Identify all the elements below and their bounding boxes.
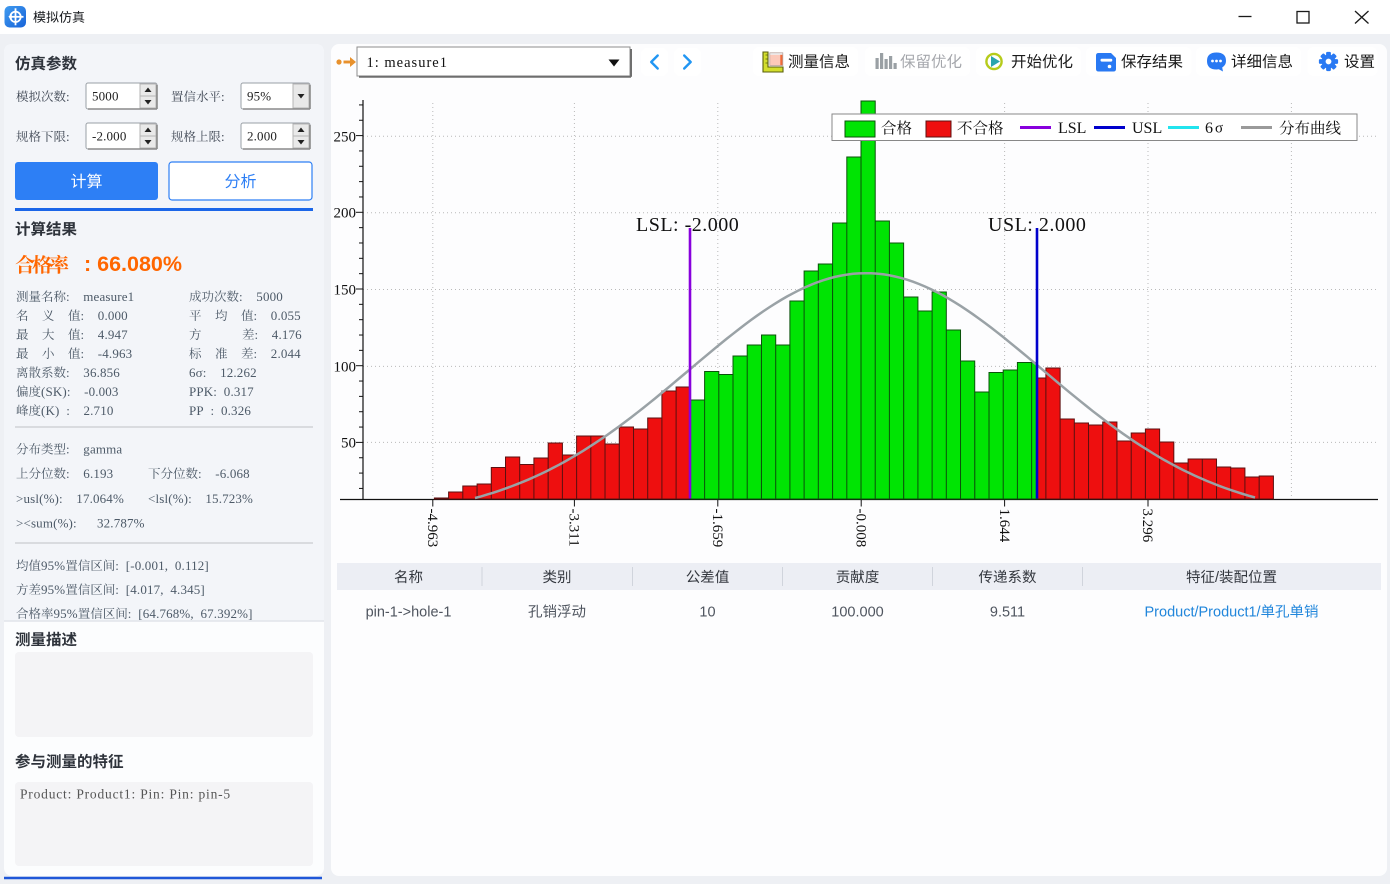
svg-text:95%: 95% [247, 88, 271, 103]
svg-text:200: 200 [334, 206, 357, 222]
svg-text::: : [66, 442, 70, 457]
svg-text::: : [198, 466, 202, 481]
svg-text:-0.008: -0.008 [852, 509, 868, 548]
svg-text:0.055: 0.055 [271, 308, 301, 323]
svg-text:(K): (K) [41, 403, 60, 418]
svg-text:/: / [1215, 570, 1220, 586]
svg-text:2.000: 2.000 [247, 128, 277, 143]
svg-text:6σ:: 6σ: [189, 365, 207, 380]
svg-text:95%: 95% [41, 582, 65, 597]
svg-text::: : [115, 582, 119, 597]
svg-text:5000: 5000 [256, 289, 283, 304]
svg-text:<lsl(%):: <lsl(%): [148, 491, 192, 506]
svg-text:0.317: 0.317 [224, 384, 254, 399]
svg-text:0.000: 0.000 [98, 308, 128, 323]
svg-text:50: 50 [341, 435, 356, 451]
svg-text:17.064%: 17.064% [76, 491, 124, 506]
svg-text:LSL: -2.000: LSL: -2.000 [636, 214, 739, 236]
svg-text:4.947: 4.947 [98, 327, 128, 342]
svg-text:67.392%]: 67.392%] [201, 606, 253, 621]
svg-text:250: 250 [334, 129, 357, 145]
svg-text:[64.768%,: [64.768%, [138, 606, 194, 621]
svg-text:Product: Product1: Pin: Pin: p: Product: Product1: Pin: Pin: pin-5 [20, 787, 231, 802]
svg-text:15.723%: 15.723% [205, 491, 253, 506]
svg-text:1.644: 1.644 [996, 509, 1012, 543]
svg-text:><sum(%):: ><sum(%): [16, 516, 77, 531]
svg-text:PPK:: PPK: [189, 384, 217, 399]
svg-text::: : [211, 403, 215, 418]
svg-text:32.787%: 32.787% [97, 516, 145, 531]
svg-text:6.193: 6.193 [83, 466, 113, 481]
svg-text:measure1: measure1 [83, 289, 134, 304]
svg-text:-6.068: -6.068 [215, 466, 249, 481]
svg-text:pin-1->hole-1: pin-1->hole-1 [366, 605, 452, 621]
svg-text::: : [66, 129, 70, 144]
svg-text:100.000: 100.000 [831, 605, 883, 621]
svg-text:USL: 2.000: USL: 2.000 [988, 214, 1086, 236]
svg-text:36.856: 36.856 [83, 365, 120, 380]
svg-text:3.296: 3.296 [1139, 509, 1155, 543]
svg-text:4.345]: 4.345] [170, 582, 204, 597]
svg-text:0.112]: 0.112] [175, 558, 209, 573]
svg-text::: : [81, 327, 85, 342]
svg-text::: : [115, 558, 119, 573]
svg-text::: : [81, 308, 85, 323]
svg-text:6: 6 [1205, 120, 1213, 137]
svg-text:4.176: 4.176 [272, 327, 302, 342]
svg-text:10: 10 [699, 605, 715, 621]
svg-text:-4.963: -4.963 [98, 346, 132, 361]
svg-text::: : [66, 466, 70, 481]
svg-text:LSL: LSL [1058, 120, 1086, 137]
svg-text::: : [66, 89, 70, 104]
svg-text:-4.963: -4.963 [424, 509, 440, 548]
svg-text:(SK):: (SK): [41, 384, 71, 399]
svg-text:-0.003: -0.003 [84, 384, 118, 399]
svg-text:1: measure1: 1: measure1 [367, 55, 448, 71]
svg-text:: 66.080%: : 66.080% [84, 252, 182, 276]
svg-text::: : [221, 129, 225, 144]
svg-text:12.262: 12.262 [220, 365, 257, 380]
svg-text::: : [81, 346, 85, 361]
svg-text:0.326: 0.326 [221, 403, 251, 418]
svg-text::: : [66, 289, 70, 304]
svg-text:100: 100 [334, 359, 357, 375]
svg-text:2.044: 2.044 [271, 346, 301, 361]
svg-text:150: 150 [334, 283, 357, 299]
svg-text:>usl(%):: >usl(%): [16, 491, 63, 506]
svg-text:5000: 5000 [92, 88, 119, 103]
svg-text:Product/Product1/: Product/Product1/ [1145, 605, 1262, 621]
svg-text:-1.659: -1.659 [709, 509, 725, 548]
svg-text::: : [128, 606, 132, 621]
svg-text:2.710: 2.710 [84, 403, 114, 418]
svg-text:95%: 95% [54, 606, 78, 621]
svg-text::: : [66, 365, 70, 380]
svg-text:[-0.001,: [-0.001, [126, 558, 168, 573]
svg-text::: : [221, 89, 225, 104]
svg-text:gamma: gamma [83, 442, 122, 457]
svg-text::: : [66, 403, 70, 418]
svg-text:USL: USL [1132, 120, 1162, 137]
svg-text::: : [255, 327, 259, 342]
svg-text:95%: 95% [41, 558, 65, 573]
svg-text::: : [254, 308, 258, 323]
svg-text::: : [239, 289, 243, 304]
svg-text:-2.000: -2.000 [92, 128, 126, 143]
svg-text::: : [254, 346, 258, 361]
svg-text:σ: σ [1215, 121, 1223, 137]
svg-text:9.511: 9.511 [990, 605, 1025, 621]
svg-text:-3.311: -3.311 [566, 509, 582, 547]
svg-text:PP: PP [189, 403, 204, 418]
svg-text:[4.017,: [4.017, [126, 582, 164, 597]
